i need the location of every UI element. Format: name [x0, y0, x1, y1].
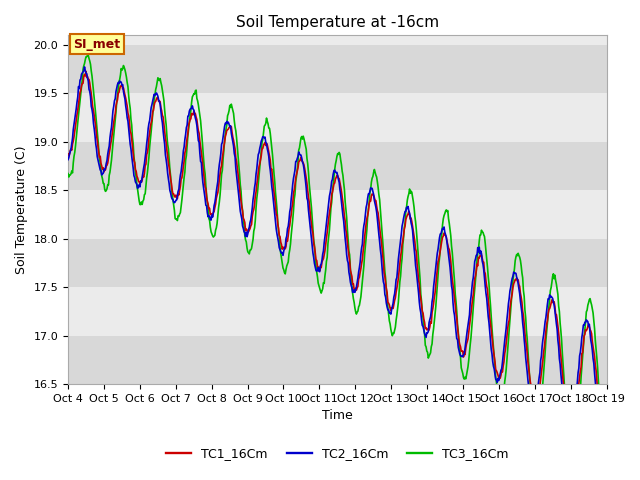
- TC3_16Cm: [84, 52, 92, 58]
- TC1_16Cm: [603, 452, 611, 458]
- TC1_16Cm: [185, 122, 193, 128]
- TC2_16Cm: [213, 183, 221, 189]
- TC1_16Cm: [82, 69, 90, 74]
- TC1_16Cm: [213, 192, 221, 198]
- TC2_16Cm: [601, 457, 609, 463]
- TC3_16Cm: [603, 478, 611, 480]
- Bar: [68, 190, 607, 239]
- TC3_16Cm: [403, 197, 411, 203]
- Line: TC2_16Cm: TC2_16Cm: [68, 67, 607, 460]
- Line: TC3_16Cm: TC3_16Cm: [68, 55, 607, 480]
- TC2_16Cm: [185, 113, 193, 119]
- Legend: TC1_16Cm, TC2_16Cm, TC3_16Cm: TC1_16Cm, TC2_16Cm, TC3_16Cm: [161, 442, 513, 465]
- TC1_16Cm: [419, 311, 427, 316]
- TC3_16Cm: [74, 120, 82, 125]
- TC2_16Cm: [603, 452, 611, 457]
- TC3_16Cm: [419, 315, 427, 321]
- X-axis label: Time: Time: [322, 409, 353, 422]
- TC2_16Cm: [81, 64, 88, 70]
- TC2_16Cm: [130, 173, 138, 179]
- TC2_16Cm: [64, 157, 72, 163]
- TC3_16Cm: [185, 126, 193, 132]
- TC1_16Cm: [64, 151, 72, 156]
- Bar: [68, 336, 607, 384]
- TC3_16Cm: [130, 154, 138, 160]
- Bar: [68, 287, 607, 336]
- TC1_16Cm: [74, 107, 82, 113]
- Bar: [68, 239, 607, 287]
- Bar: [68, 94, 607, 142]
- TC2_16Cm: [74, 94, 82, 100]
- Text: SI_met: SI_met: [74, 37, 120, 50]
- TC1_16Cm: [130, 158, 138, 164]
- Bar: [68, 45, 607, 94]
- Line: TC1_16Cm: TC1_16Cm: [68, 72, 607, 455]
- TC2_16Cm: [403, 205, 411, 211]
- TC3_16Cm: [64, 171, 72, 177]
- Title: Soil Temperature at -16cm: Soil Temperature at -16cm: [236, 15, 439, 30]
- TC2_16Cm: [419, 324, 427, 329]
- TC3_16Cm: [213, 221, 221, 227]
- Bar: [68, 142, 607, 190]
- Y-axis label: Soil Temperature (C): Soil Temperature (C): [15, 145, 28, 274]
- TC1_16Cm: [403, 212, 411, 218]
